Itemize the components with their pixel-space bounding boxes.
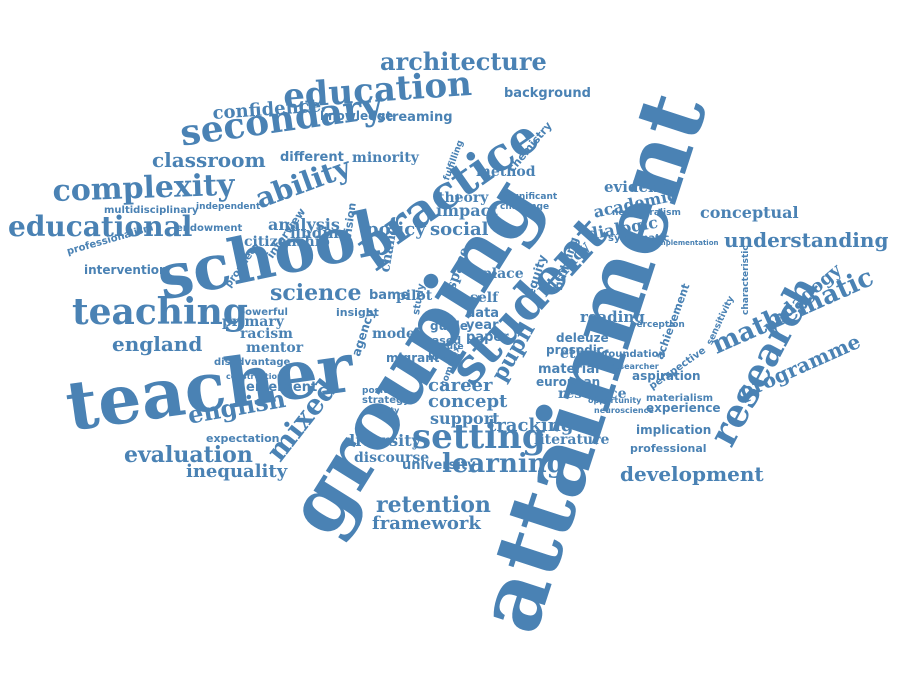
word-inequality: inequality: [186, 461, 288, 483]
word-significant: significant: [504, 191, 558, 202]
word-opportunity: opportunity: [588, 396, 642, 406]
word-retention: retention: [376, 491, 491, 518]
word-support: support: [430, 408, 500, 428]
word-emergent: emergent: [246, 380, 318, 396]
word-understanding: understanding: [724, 227, 889, 252]
word-neuroscience: neuroscience: [594, 406, 654, 416]
word-deleuze: deleuze: [556, 331, 609, 346]
word-foundation: foundation: [604, 348, 666, 360]
word-citizenship: citizenship: [244, 233, 330, 250]
word-impact: impact: [436, 200, 498, 220]
word-framework: framework: [372, 513, 481, 535]
word-resource: resource: [558, 385, 627, 402]
word-implication: implication: [636, 423, 712, 438]
word-self: self: [470, 289, 499, 306]
word-background: background: [504, 86, 591, 102]
word-independent: independent: [196, 201, 261, 212]
word-systematic: systematic: [608, 232, 670, 244]
word-evaluation: evaluation: [124, 441, 253, 468]
word-science: science: [270, 279, 362, 306]
word-powerful: powerful: [238, 306, 288, 318]
word-european: european: [536, 375, 601, 390]
word-learning: learning: [442, 448, 565, 479]
word-theory: theory: [438, 189, 489, 206]
word-pilot: pilot: [396, 287, 433, 304]
word-experience: experience: [646, 401, 721, 416]
word-minority: minority: [352, 149, 419, 166]
word-characteristic: characteristic: [741, 244, 751, 315]
word-multidisciplinary: multidisciplinary: [104, 204, 199, 216]
word-diversity: diversity: [344, 430, 421, 450]
word-endowment: endowment: [176, 222, 243, 234]
word-quality: quality: [368, 406, 400, 416]
word-implementation: implementation: [656, 239, 719, 248]
word-evidence: evidence: [604, 177, 678, 196]
word-aspiration: aspiration: [632, 369, 701, 384]
word-prosodic: prosodic: [546, 343, 604, 358]
word-ethnic: ethnic: [560, 345, 610, 362]
word-classroom: classroom: [152, 147, 266, 172]
word-architecture: architecture: [380, 47, 547, 77]
word-finding: finding: [290, 223, 350, 242]
word-primary: primary: [222, 313, 284, 330]
word-professional: professional: [630, 441, 707, 455]
word-literature: literature: [534, 431, 610, 448]
word-bame: bame: [369, 288, 410, 304]
word-migrant: migrant: [386, 351, 440, 366]
word-expectation: expectation: [206, 431, 280, 445]
word-intervention: intervention: [84, 263, 168, 278]
word-career: career: [428, 375, 493, 397]
word-future: future: [432, 341, 464, 352]
word-university: university: [402, 458, 476, 474]
word-position: position: [362, 385, 404, 396]
word-different: different: [280, 150, 344, 166]
word-streaming: streaming: [378, 110, 453, 126]
word-teaching: teaching: [72, 291, 248, 334]
word-concept: concept: [428, 391, 508, 413]
word-setting: setting: [412, 417, 546, 458]
word-strategy: strategy: [362, 394, 410, 406]
word-development: development: [620, 461, 764, 486]
word-material: material: [538, 362, 600, 378]
word-perception: perception: [630, 319, 685, 330]
word-tracking: tracking: [488, 415, 574, 437]
word-place: place: [482, 265, 524, 282]
word-model: model: [372, 325, 421, 342]
word-analysis: analysis: [268, 214, 340, 234]
word-england: england: [112, 331, 203, 356]
word-knowledge: knowledge: [320, 109, 394, 124]
word-neoliberalism: neoliberalism: [612, 207, 681, 218]
word-mentor: mentor: [246, 339, 304, 356]
word-challenge: challenge: [500, 201, 550, 212]
word-materialism: materialism: [646, 392, 714, 404]
word-educational: educational: [8, 210, 193, 244]
word-discourse: discourse: [354, 449, 430, 466]
word-racism: racism: [240, 325, 293, 342]
word-insight: insight: [336, 305, 379, 319]
word-disadvantage: disadvantage: [214, 356, 291, 368]
word-method: method: [476, 163, 536, 180]
word-researcher: researcher: [610, 362, 659, 372]
word-social: social: [430, 219, 489, 241]
word-paper: paper: [466, 330, 509, 346]
word-data: data: [466, 306, 500, 322]
word-year: year: [466, 318, 499, 334]
word-lower: lower: [428, 349, 463, 363]
word-reading: reading: [580, 307, 645, 326]
word-conceptual: conceptual: [700, 202, 799, 222]
word-based: based: [424, 333, 462, 347]
word-construction: construction: [226, 372, 283, 382]
word-guide: guide: [430, 319, 468, 334]
word-policy: policy: [366, 219, 426, 241]
